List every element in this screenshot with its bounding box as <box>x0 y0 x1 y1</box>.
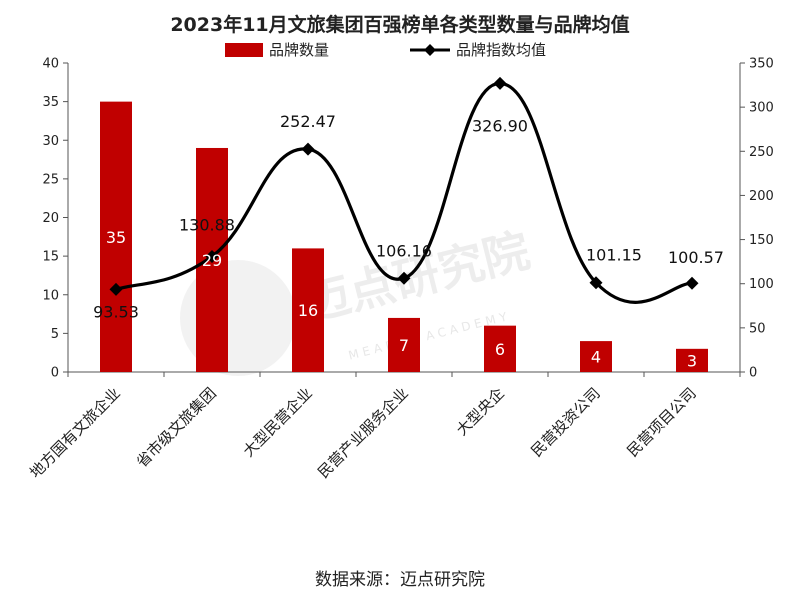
y-right-tick-label: 200 <box>749 189 774 204</box>
y-left-tick-label: 15 <box>42 250 59 265</box>
data-labels: 35 29 16 7 6 4 3 93.53 130.88 252.47 106.16 326.90 1… <box>93 112 724 370</box>
legend-bar-swatch <box>225 43 263 57</box>
x-tick-label: 大型民营企业 <box>239 384 315 460</box>
x-tick-label: 省市级文旅集团 <box>133 384 220 471</box>
line-value-label: 252.47 <box>280 112 336 131</box>
bar-value-label: 3 <box>687 351 697 370</box>
y-left-tick-label: 35 <box>42 95 59 110</box>
y-left-tick-label: 30 <box>42 134 59 149</box>
bars <box>100 101 708 372</box>
line-point <box>301 142 315 156</box>
bar <box>388 317 420 372</box>
line-point <box>397 271 411 285</box>
line-value-label: 326.90 <box>472 116 528 135</box>
bar-value-label: 35 <box>106 228 126 247</box>
legend-line-marker <box>424 44 436 56</box>
y-right-tick-label: 50 <box>749 321 766 336</box>
line-series <box>109 76 699 304</box>
line-point <box>109 282 123 296</box>
line-value-label: 101.15 <box>586 246 642 265</box>
legend: 品牌数量 品牌指数均值 <box>225 41 546 59</box>
bar <box>100 101 132 372</box>
bar-value-label: 4 <box>591 348 601 367</box>
bar <box>676 348 708 372</box>
source-note: 数据来源：迈点研究院 <box>315 570 485 590</box>
bar-value-label: 7 <box>399 336 409 355</box>
watermark: 迈点研究院 MEADIN ACADEMY <box>180 223 535 376</box>
bar <box>484 325 516 372</box>
y-right-tick-label: 150 <box>749 233 774 248</box>
x-tick-label: 民营投资公司 <box>527 384 603 460</box>
line-path <box>115 81 693 304</box>
line-point <box>493 76 507 90</box>
bar <box>580 341 612 372</box>
y-left-tick-label: 25 <box>42 172 59 187</box>
line-value-label: 93.53 <box>93 302 139 321</box>
y-right-tick-label: 350 <box>749 57 774 72</box>
line-point <box>589 276 603 290</box>
bar-value-label: 29 <box>202 251 222 270</box>
y-left-tick-label: 10 <box>42 288 59 303</box>
y-left-tick-label: 5 <box>51 327 59 342</box>
line-value-label: 100.57 <box>668 248 724 267</box>
bar <box>292 248 324 372</box>
x-tick-label: 民营项目公司 <box>623 384 699 460</box>
line-value-label: 130.88 <box>179 215 235 234</box>
y-left-tick-label: 0 <box>51 366 59 381</box>
bar-value-label: 16 <box>298 301 318 320</box>
x-tick-label: 民营产业服务企业 <box>314 384 412 482</box>
line-value-label: 106.16 <box>376 241 432 260</box>
y-left-tick-label: 20 <box>42 211 59 226</box>
y-right-tick-label: 250 <box>749 145 774 160</box>
chart-title: 2023年11月文旅集团百强榜单各类型数量与品牌均值 <box>170 13 629 36</box>
y-right-tick-label: 100 <box>749 277 774 292</box>
line-point <box>205 249 219 263</box>
bar-value-label: 6 <box>495 340 505 359</box>
x-tick-label: 大型央企 <box>453 384 508 439</box>
x-tick-label: 地方国有文旅企业 <box>26 384 124 482</box>
y-left-tick-label: 40 <box>42 57 59 72</box>
line-point <box>685 276 699 290</box>
legend-line-label: 品牌指数均值 <box>456 41 546 59</box>
legend-bar-label: 品牌数量 <box>269 41 329 59</box>
y-right-tick-label: 0 <box>749 366 757 381</box>
y-right-tick-label: 300 <box>749 101 774 116</box>
